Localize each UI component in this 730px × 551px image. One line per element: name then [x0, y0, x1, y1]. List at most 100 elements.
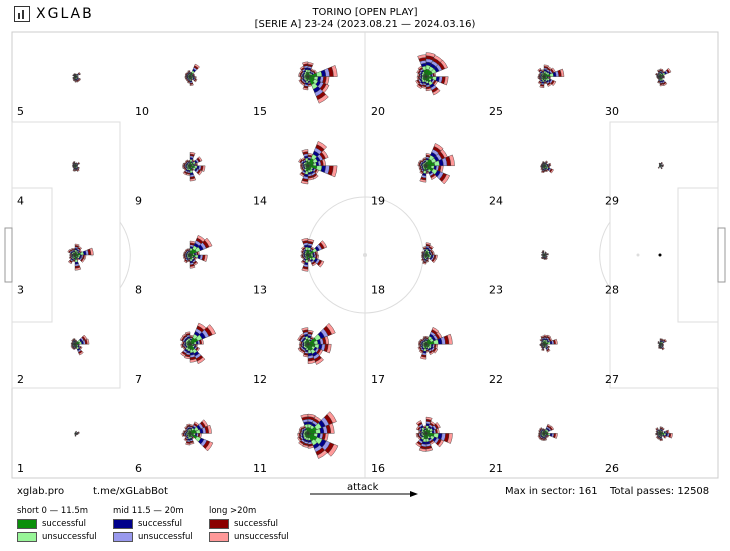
zone-label-6: 6 — [135, 462, 142, 475]
rose-segment — [418, 447, 427, 452]
rose-segment — [182, 162, 185, 166]
rose-segment — [189, 177, 197, 182]
rose-segment — [184, 331, 191, 335]
rose-segment — [331, 65, 338, 77]
rose-segment — [184, 76, 187, 79]
rose-segment — [67, 260, 73, 265]
rose-segment — [659, 439, 664, 442]
zone-rose-29 — [657, 161, 664, 170]
zone-label-25: 25 — [489, 105, 503, 118]
rose-segment — [311, 262, 317, 267]
rose-segment — [189, 358, 198, 363]
rose-segment — [71, 344, 73, 346]
rose-segment — [193, 74, 195, 77]
rose-segment — [663, 76, 665, 79]
rose-segment — [302, 87, 309, 91]
rose-segment — [537, 435, 541, 439]
zone-label-11: 11 — [253, 462, 267, 475]
rose-segment — [74, 435, 77, 437]
rose-segment — [197, 156, 203, 162]
rose-segment — [207, 424, 212, 434]
zone-label-13: 13 — [253, 284, 267, 297]
rose-segment — [420, 258, 424, 262]
rose-segment — [415, 420, 422, 426]
zone-label-14: 14 — [253, 194, 267, 207]
zone-label-2: 2 — [17, 373, 24, 386]
rose-segment — [300, 165, 303, 170]
rose-segment — [432, 88, 441, 96]
rose-segment — [331, 165, 338, 178]
rose-segment — [419, 171, 424, 175]
legend-long-title: long >20m — [209, 506, 257, 516]
rose-segment — [419, 355, 427, 360]
rose-segment — [297, 433, 300, 438]
zone-label-17: 17 — [371, 373, 385, 386]
zone-rose-8 — [182, 235, 213, 269]
zone-rose-9 — [182, 152, 206, 182]
rose-segment — [69, 254, 72, 258]
rose-segment — [73, 161, 76, 163]
zone-label-15: 15 — [253, 105, 267, 118]
legend-long-successful: successful — [209, 519, 278, 529]
rose-segment — [657, 345, 660, 347]
rose-segment — [78, 431, 80, 434]
zone-label-21: 21 — [489, 462, 503, 475]
rose-segment — [70, 345, 73, 348]
zone-label-30: 30 — [605, 105, 619, 118]
right-goal — [717, 227, 726, 283]
legend-label: successful — [138, 519, 182, 529]
zone-label-29: 29 — [605, 194, 619, 207]
rose-segment — [300, 180, 309, 185]
zone-rose-12 — [297, 322, 336, 365]
rose-segment — [77, 245, 83, 250]
rose-segment — [656, 76, 658, 79]
zone-label-28: 28 — [605, 284, 619, 297]
rose-segment — [537, 68, 542, 72]
rose-segment — [86, 338, 90, 345]
rose-segment — [669, 433, 673, 439]
rose-segment — [187, 81, 191, 84]
rose-segment — [74, 80, 78, 83]
zone-label-22: 22 — [489, 373, 503, 386]
rose-segment — [541, 349, 545, 351]
rose-segment — [655, 436, 659, 439]
rose-segment — [418, 344, 421, 348]
legend-swatch — [17, 519, 37, 529]
zone-rose-19 — [417, 143, 455, 185]
rose-segment — [194, 63, 200, 69]
rose-segment — [554, 338, 558, 345]
center-spot — [363, 253, 367, 257]
telegram-link[interactable]: t.me/xGLabBot — [93, 486, 168, 497]
rose-segment — [72, 169, 76, 172]
zone-label-3: 3 — [17, 284, 24, 297]
rose-segment — [539, 427, 543, 430]
rose-segment — [543, 258, 547, 260]
rose-segment — [89, 247, 94, 256]
rose-segment — [74, 347, 77, 349]
logo-text: XGLAB — [36, 6, 94, 22]
rose-segment — [430, 174, 437, 180]
rose-segment — [326, 411, 337, 424]
rose-segment — [183, 438, 188, 442]
rose-segment — [182, 171, 187, 176]
rose-segment — [539, 344, 541, 347]
rose-segment — [302, 354, 309, 358]
zone-label-5: 5 — [17, 105, 24, 118]
rose-segment — [180, 344, 183, 348]
rose-segment — [657, 341, 660, 343]
zone-rose-24 — [540, 160, 554, 174]
rose-segment — [205, 441, 214, 452]
zone-rose-23 — [540, 250, 549, 260]
rose-segment — [667, 67, 672, 73]
site-link[interactable]: xglab.pro — [17, 486, 65, 497]
zone-rose-1 — [74, 430, 80, 437]
rose-segment — [418, 165, 421, 169]
rose-segment — [540, 165, 542, 168]
zone-label-19: 19 — [371, 194, 385, 207]
left-penalty-arc — [119, 221, 131, 289]
rose-segment — [657, 167, 660, 169]
rose-segment — [537, 76, 540, 80]
rose-segment — [425, 87, 432, 92]
zone-label-27: 27 — [605, 373, 619, 386]
zone-rose-20 — [415, 52, 449, 96]
